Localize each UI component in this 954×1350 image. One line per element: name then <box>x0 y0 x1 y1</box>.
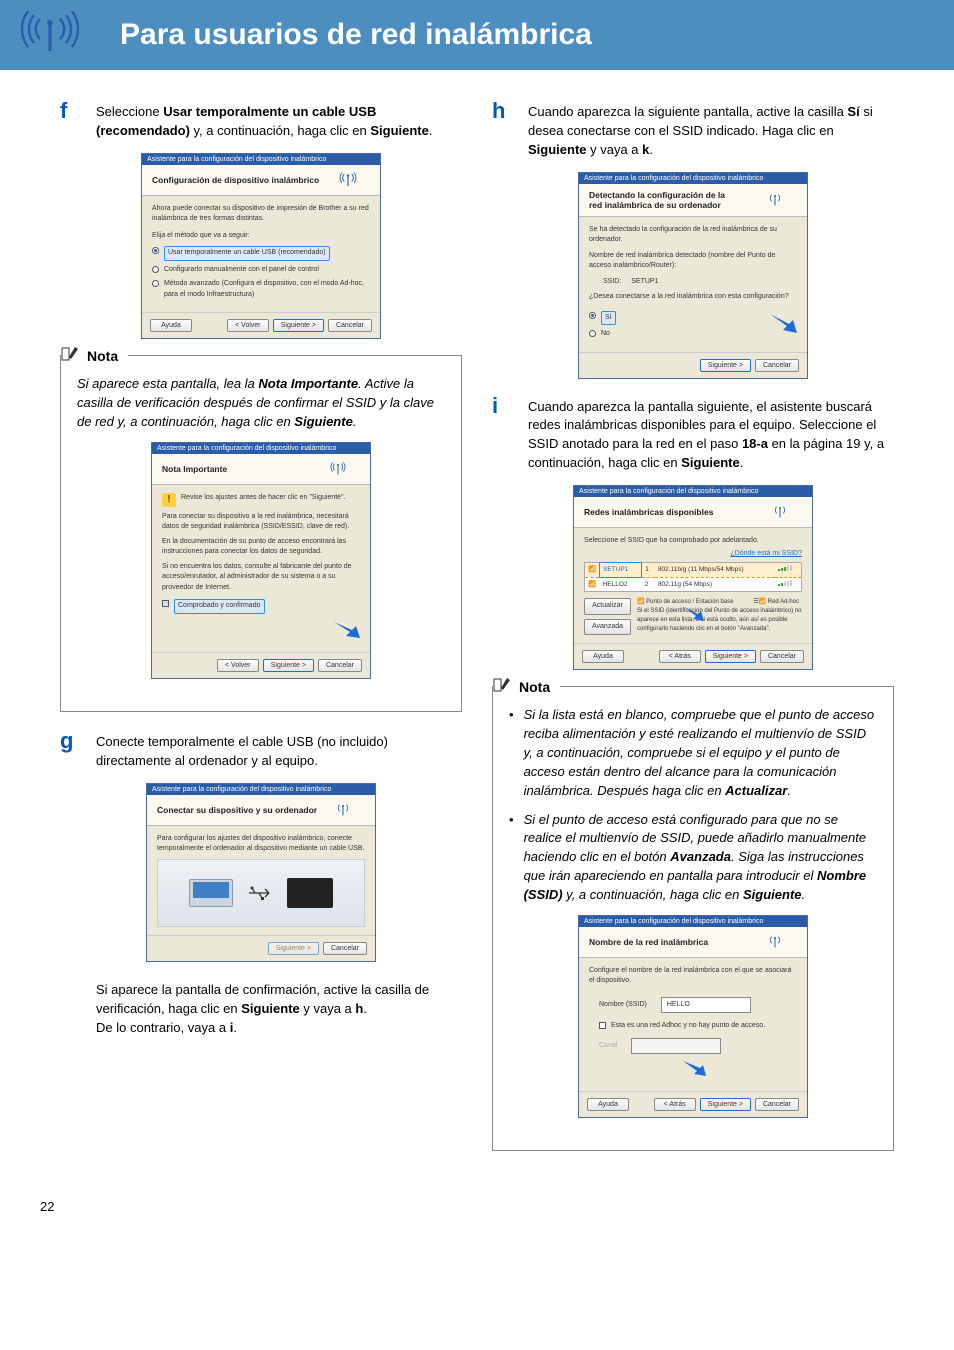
cancel-button[interactable]: Cancelar <box>328 319 372 332</box>
ssid-row[interactable]: 📶 HELLO2 2 802.11g (54 Mbps) <box>585 577 802 592</box>
confirm-checkbox[interactable]: Comprobado y confirmado <box>162 599 360 614</box>
signal-icon <box>778 580 792 586</box>
wireless-logo-icon <box>753 191 797 209</box>
left-column: f Seleccione Usar temporalmente un cable… <box>60 100 462 1169</box>
next-button[interactable]: Siguiente > <box>700 359 751 372</box>
note-f-text: Si aparece esta pantalla, lea la Nota Im… <box>77 375 445 432</box>
next-button[interactable]: Siguiente > <box>700 1098 751 1111</box>
usb-connection-illustration <box>157 859 365 927</box>
next-button[interactable]: Siguiente > <box>705 650 756 663</box>
note-pencil-icon <box>493 676 513 697</box>
wireless-logo-icon <box>321 801 365 819</box>
help-button[interactable]: Ayuda <box>150 319 192 332</box>
wizard-ssid-name-screenshot: Asistente para la configuración del disp… <box>578 915 808 1118</box>
wizard-f-title: Configuración de dispositivo inalámbrico <box>152 175 319 185</box>
radio-icon <box>152 280 159 287</box>
back-button[interactable]: < Volver <box>227 319 269 332</box>
help-button[interactable]: Ayuda <box>582 650 624 663</box>
refresh-button[interactable]: Actualizar <box>584 598 631 615</box>
wireless-logo-icon <box>20 11 80 59</box>
step-i: i Cuando aparezca la pantalla siguiente,… <box>492 395 894 473</box>
step-g-followup: Si aparece la pantalla de confirmación, … <box>96 978 462 1038</box>
radio-icon <box>152 247 159 254</box>
note-title: Nota <box>87 348 118 364</box>
step-h: h Cuando aparezca la siguiente pantalla,… <box>492 100 894 160</box>
warning-icon: ! <box>162 493 176 507</box>
radio-icon <box>152 266 159 273</box>
next-button[interactable]: Siguiente > <box>268 942 319 955</box>
note-i-item-2: Si el punto de acceso está configurado p… <box>509 811 877 905</box>
adhoc-checkbox[interactable]: Esta es una red Adhoc y no hay punto de … <box>599 1021 797 1032</box>
back-button[interactable]: < Atrás <box>659 650 701 663</box>
header-banner: Para usuarios de red inalámbrica <box>0 0 954 70</box>
arrow-icon <box>680 1073 706 1080</box>
ssid-name-input[interactable]: HELLO <box>661 997 751 1014</box>
radio-usb-option[interactable]: Usar temporalmente un cable USB (recomen… <box>152 246 370 261</box>
page-number: 22 <box>0 1189 954 1224</box>
step-letter-h: h <box>492 100 528 122</box>
cancel-button[interactable]: Cancelar <box>323 942 367 955</box>
checkbox-icon <box>599 1022 606 1029</box>
channel-select <box>631 1038 721 1055</box>
radio-yes[interactable]: Sí <box>589 311 616 326</box>
ssid-table: 📶 SETUP1 1 802.11b/g (11 Mbps/54 Mbps) 📶… <box>584 562 802 593</box>
where-ssid-link[interactable]: ¿Dónde está mi SSID? <box>730 550 802 557</box>
wizard-f-screenshot: Asistente para la configuración del disp… <box>141 153 381 340</box>
next-button[interactable]: Siguiente > <box>263 659 314 672</box>
step-f: f Seleccione Usar temporalmente un cable… <box>60 100 462 141</box>
wireless-logo-icon <box>326 171 370 189</box>
radio-no[interactable]: No <box>589 329 616 340</box>
wireless-logo-icon <box>753 933 797 951</box>
note-pencil-icon <box>61 345 81 366</box>
signal-icon <box>778 565 792 571</box>
cancel-button[interactable]: Cancelar <box>318 659 362 672</box>
right-column: h Cuando aparezca la siguiente pantalla,… <box>492 100 894 1169</box>
radio-icon <box>589 330 596 337</box>
radio-icon <box>589 312 596 319</box>
arrow-icon <box>332 635 360 642</box>
step-letter-g: g <box>60 730 96 752</box>
radio-advanced-option[interactable]: Método avanzado (Configura el dispositiv… <box>152 279 370 300</box>
wireless-logo-icon <box>316 460 360 478</box>
wizard-g-screenshot: Asistente para la configuración del disp… <box>146 783 376 962</box>
wizard-nota-screenshot: Asistente para la configuración del disp… <box>151 442 371 680</box>
wireless-logo-icon <box>758 503 802 521</box>
step-letter-f: f <box>60 100 96 122</box>
note-i: Nota Si la lista está en blanco, comprue… <box>492 686 894 1150</box>
ssid-row-selected[interactable]: 📶 SETUP1 1 802.11b/g (11 Mbps/54 Mbps) <box>585 562 802 577</box>
back-button[interactable]: < Atrás <box>654 1098 696 1111</box>
usb-icon <box>247 886 273 900</box>
cancel-button[interactable]: Cancelar <box>755 359 799 372</box>
step-g: g Conecte temporalmente el cable USB (no… <box>60 730 462 771</box>
advanced-button[interactable]: Avanzada <box>584 619 631 636</box>
help-button[interactable]: Ayuda <box>587 1098 629 1111</box>
note-f: Nota Si aparece esta pantalla, lea la No… <box>60 355 462 712</box>
next-button[interactable]: Siguiente > <box>273 319 324 332</box>
arrow-icon <box>682 605 704 627</box>
arrow-icon <box>767 311 797 340</box>
laptop-icon <box>189 879 233 907</box>
step-letter-i: i <box>492 395 528 417</box>
wizard-i-screenshot: Asistente para la configuración del disp… <box>573 485 813 671</box>
printer-icon <box>287 878 333 908</box>
checkbox-icon <box>162 600 169 607</box>
back-button[interactable]: < Volver <box>217 659 259 672</box>
step-g-text: Conecte temporalmente el cable USB (no i… <box>96 730 462 771</box>
wizard-h-screenshot: Asistente para la configuración del disp… <box>578 172 808 379</box>
step-f-text: Seleccione Usar temporalmente un cable U… <box>96 100 462 141</box>
cancel-button[interactable]: Cancelar <box>760 650 804 663</box>
banner-title: Para usuarios de red inalámbrica <box>120 18 592 52</box>
radio-manual-option[interactable]: Configurarlo manualmente con el panel de… <box>152 265 370 276</box>
cancel-button[interactable]: Cancelar <box>755 1098 799 1111</box>
note-i-item-1: Si la lista está en blanco, compruebe qu… <box>509 706 877 800</box>
